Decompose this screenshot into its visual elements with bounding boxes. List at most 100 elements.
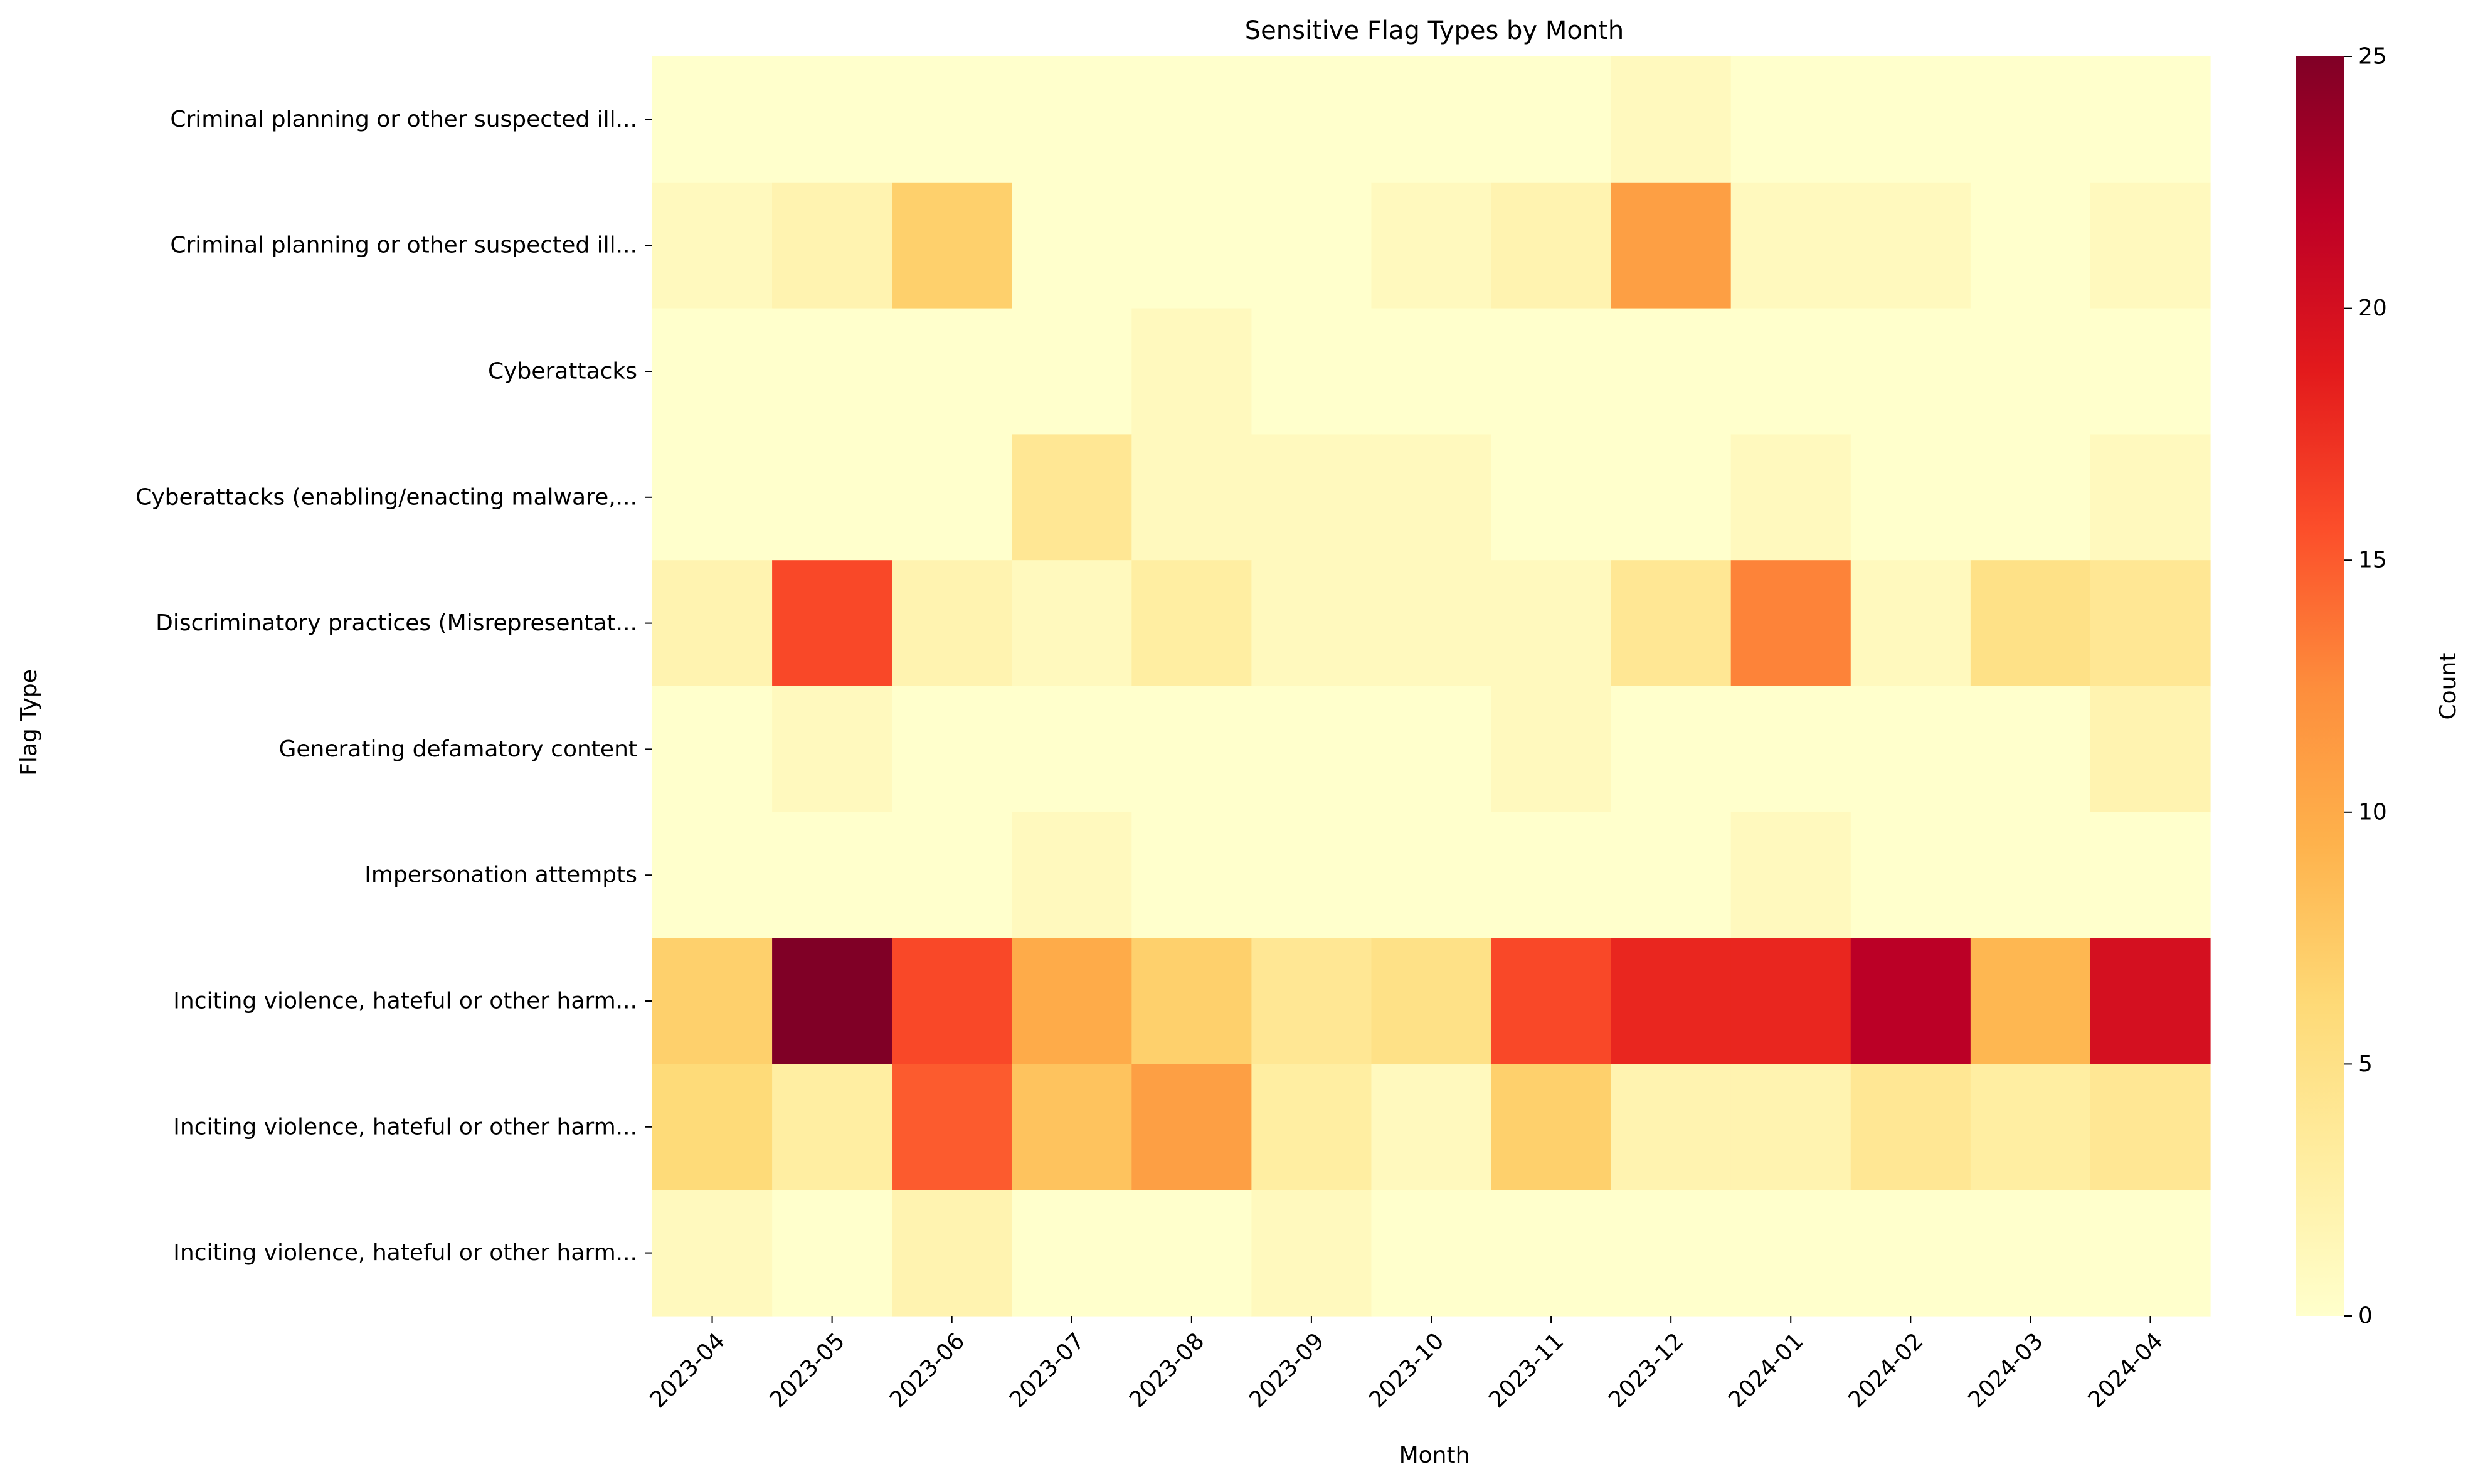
heatmap-cell: [772, 308, 892, 435]
x-tick-label: 2024-02: [1843, 1328, 1928, 1413]
colorbar-tick-label: 15: [2358, 548, 2387, 573]
heatmap-cell: [1730, 182, 1851, 309]
y-tick-label: Inciting violence, hateful or other harm…: [173, 1114, 637, 1140]
y-tick-label: Discriminatory practices (Misrepresentat…: [156, 610, 637, 636]
heatmap-cell: [1730, 560, 1851, 687]
heatmap-cell: [1611, 56, 1732, 183]
heatmap-cell: [1730, 434, 1851, 561]
heatmap-cell: [1131, 1064, 1252, 1190]
heatmap-cell: [892, 56, 1012, 183]
colorbar-tick-label: 20: [2358, 295, 2387, 321]
heatmap-cell: [772, 686, 892, 813]
heatmap-cell: [892, 308, 1012, 435]
heatmap-cell: [2090, 686, 2211, 813]
y-tick-label: Criminal planning or other suspected ill…: [170, 107, 637, 132]
colorbar-gradient: [2296, 56, 2344, 1316]
heatmap-cell: [1251, 434, 1372, 561]
heatmap-cell: [772, 434, 892, 561]
x-tick-label: 2023-09: [1244, 1328, 1329, 1413]
x-tick-labels: 2023-04 2023-05 2023-06 2023-07 2023-08 2023-…: [645, 1316, 2168, 1413]
heatmap-cell: [2090, 56, 2211, 183]
heatmap-cell: [1251, 686, 1372, 813]
heatmap-cell: [1012, 560, 1132, 687]
heatmap-cell: [1850, 1190, 1971, 1317]
heatmap-cell: [1491, 308, 1612, 435]
heatmap-cell: [1850, 812, 1971, 939]
heatmap-cell: [772, 182, 892, 309]
heatmap-cell: [1371, 1064, 1492, 1190]
heatmap-cell: [772, 1190, 892, 1317]
heatmap-cell: [1611, 434, 1732, 561]
chart-title: Sensitive Flag Types by Month: [1245, 16, 1624, 45]
heatmap-cell: [1131, 434, 1252, 561]
heatmap-cell: [1970, 1190, 2091, 1317]
heatmap-cell: [1730, 56, 1851, 183]
heatmap-cell: [1611, 182, 1732, 309]
colorbar-ticks: 0 5 10 15 20 25: [2344, 44, 2387, 1329]
heatmap-cell: [1730, 812, 1851, 939]
heatmap-cell: [652, 686, 773, 813]
x-tick-label: 2023-08: [1125, 1328, 1209, 1413]
heatmap-cell: [1012, 308, 1132, 435]
heatmap-cell: [652, 1064, 773, 1190]
heatmap-cell: [652, 560, 773, 687]
heatmap-cell: [1970, 560, 2091, 687]
heatmap-cell: [1730, 1190, 1851, 1317]
colorbar-tick-label: 0: [2358, 1303, 2373, 1329]
heatmap-cell: [1611, 1064, 1732, 1190]
heatmap-cell: [892, 938, 1012, 1064]
heatmap-cell: [1491, 56, 1612, 183]
heatmap-cells: [652, 56, 2211, 1317]
heatmap-cell: [1371, 938, 1492, 1064]
heatmap-cell: [1970, 812, 2091, 939]
heatmap-cell: [892, 1190, 1012, 1317]
heatmap-cell: [1491, 938, 1612, 1064]
heatmap-cell: [1850, 560, 1971, 687]
heatmap-cell: [892, 560, 1012, 687]
heatmap-cell: [892, 686, 1012, 813]
heatmap-cell: [1730, 686, 1851, 813]
heatmap-cell: [1970, 938, 2091, 1064]
heatmap-cell: [1251, 938, 1372, 1064]
x-tick-label: 2023-12: [1604, 1328, 1688, 1413]
heatmap-cell: [892, 182, 1012, 309]
heatmap-cell: [2090, 1064, 2211, 1190]
heatmap-cell: [1491, 434, 1612, 561]
y-tick-label: Inciting violence, hateful or other harm…: [173, 1240, 637, 1266]
heatmap-cell: [652, 938, 773, 1064]
x-tick-label: 2023-06: [885, 1328, 970, 1413]
heatmap-cell: [1491, 1190, 1612, 1317]
heatmap-cell: [1012, 182, 1132, 309]
heatmap-cell: [1251, 56, 1372, 183]
heatmap-cell: [2090, 434, 2211, 561]
heatmap-cell: [1970, 1064, 2091, 1190]
heatmap-cell: [1012, 812, 1132, 939]
heatmap-cell: [1012, 1064, 1132, 1190]
heatmap-cell: [1012, 434, 1132, 561]
heatmap-cell: [1371, 686, 1492, 813]
y-axis-label: Flag Type: [16, 669, 42, 776]
heatmap-cell: [1611, 560, 1732, 687]
heatmap-cell: [652, 434, 773, 561]
heatmap-cell: [1491, 560, 1612, 687]
heatmap-cell: [1730, 938, 1851, 1064]
heatmap-cell: [1251, 812, 1372, 939]
heatmap-cell: [1850, 434, 1971, 561]
heatmap-cell: [1970, 308, 2091, 435]
heatmap-cell: [1491, 686, 1612, 813]
heatmap-cell: [892, 434, 1012, 561]
heatmap-cell: [1850, 1064, 1971, 1190]
colorbar-label: Count: [2435, 653, 2461, 720]
x-tick-label: 2024-04: [2084, 1328, 2168, 1413]
x-tick-label: 2023-11: [1484, 1328, 1569, 1413]
heatmap-cell: [652, 308, 773, 435]
heatmap-cell: [1371, 308, 1492, 435]
heatmap-cell: [772, 56, 892, 183]
heatmap-cell: [1012, 56, 1132, 183]
x-tick-label: 2023-10: [1364, 1328, 1449, 1413]
x-tick-label: 2024-01: [1724, 1328, 1808, 1413]
heatmap-cell: [1251, 560, 1372, 687]
heatmap-cell: [1371, 182, 1492, 309]
heatmap-cell: [652, 182, 773, 309]
